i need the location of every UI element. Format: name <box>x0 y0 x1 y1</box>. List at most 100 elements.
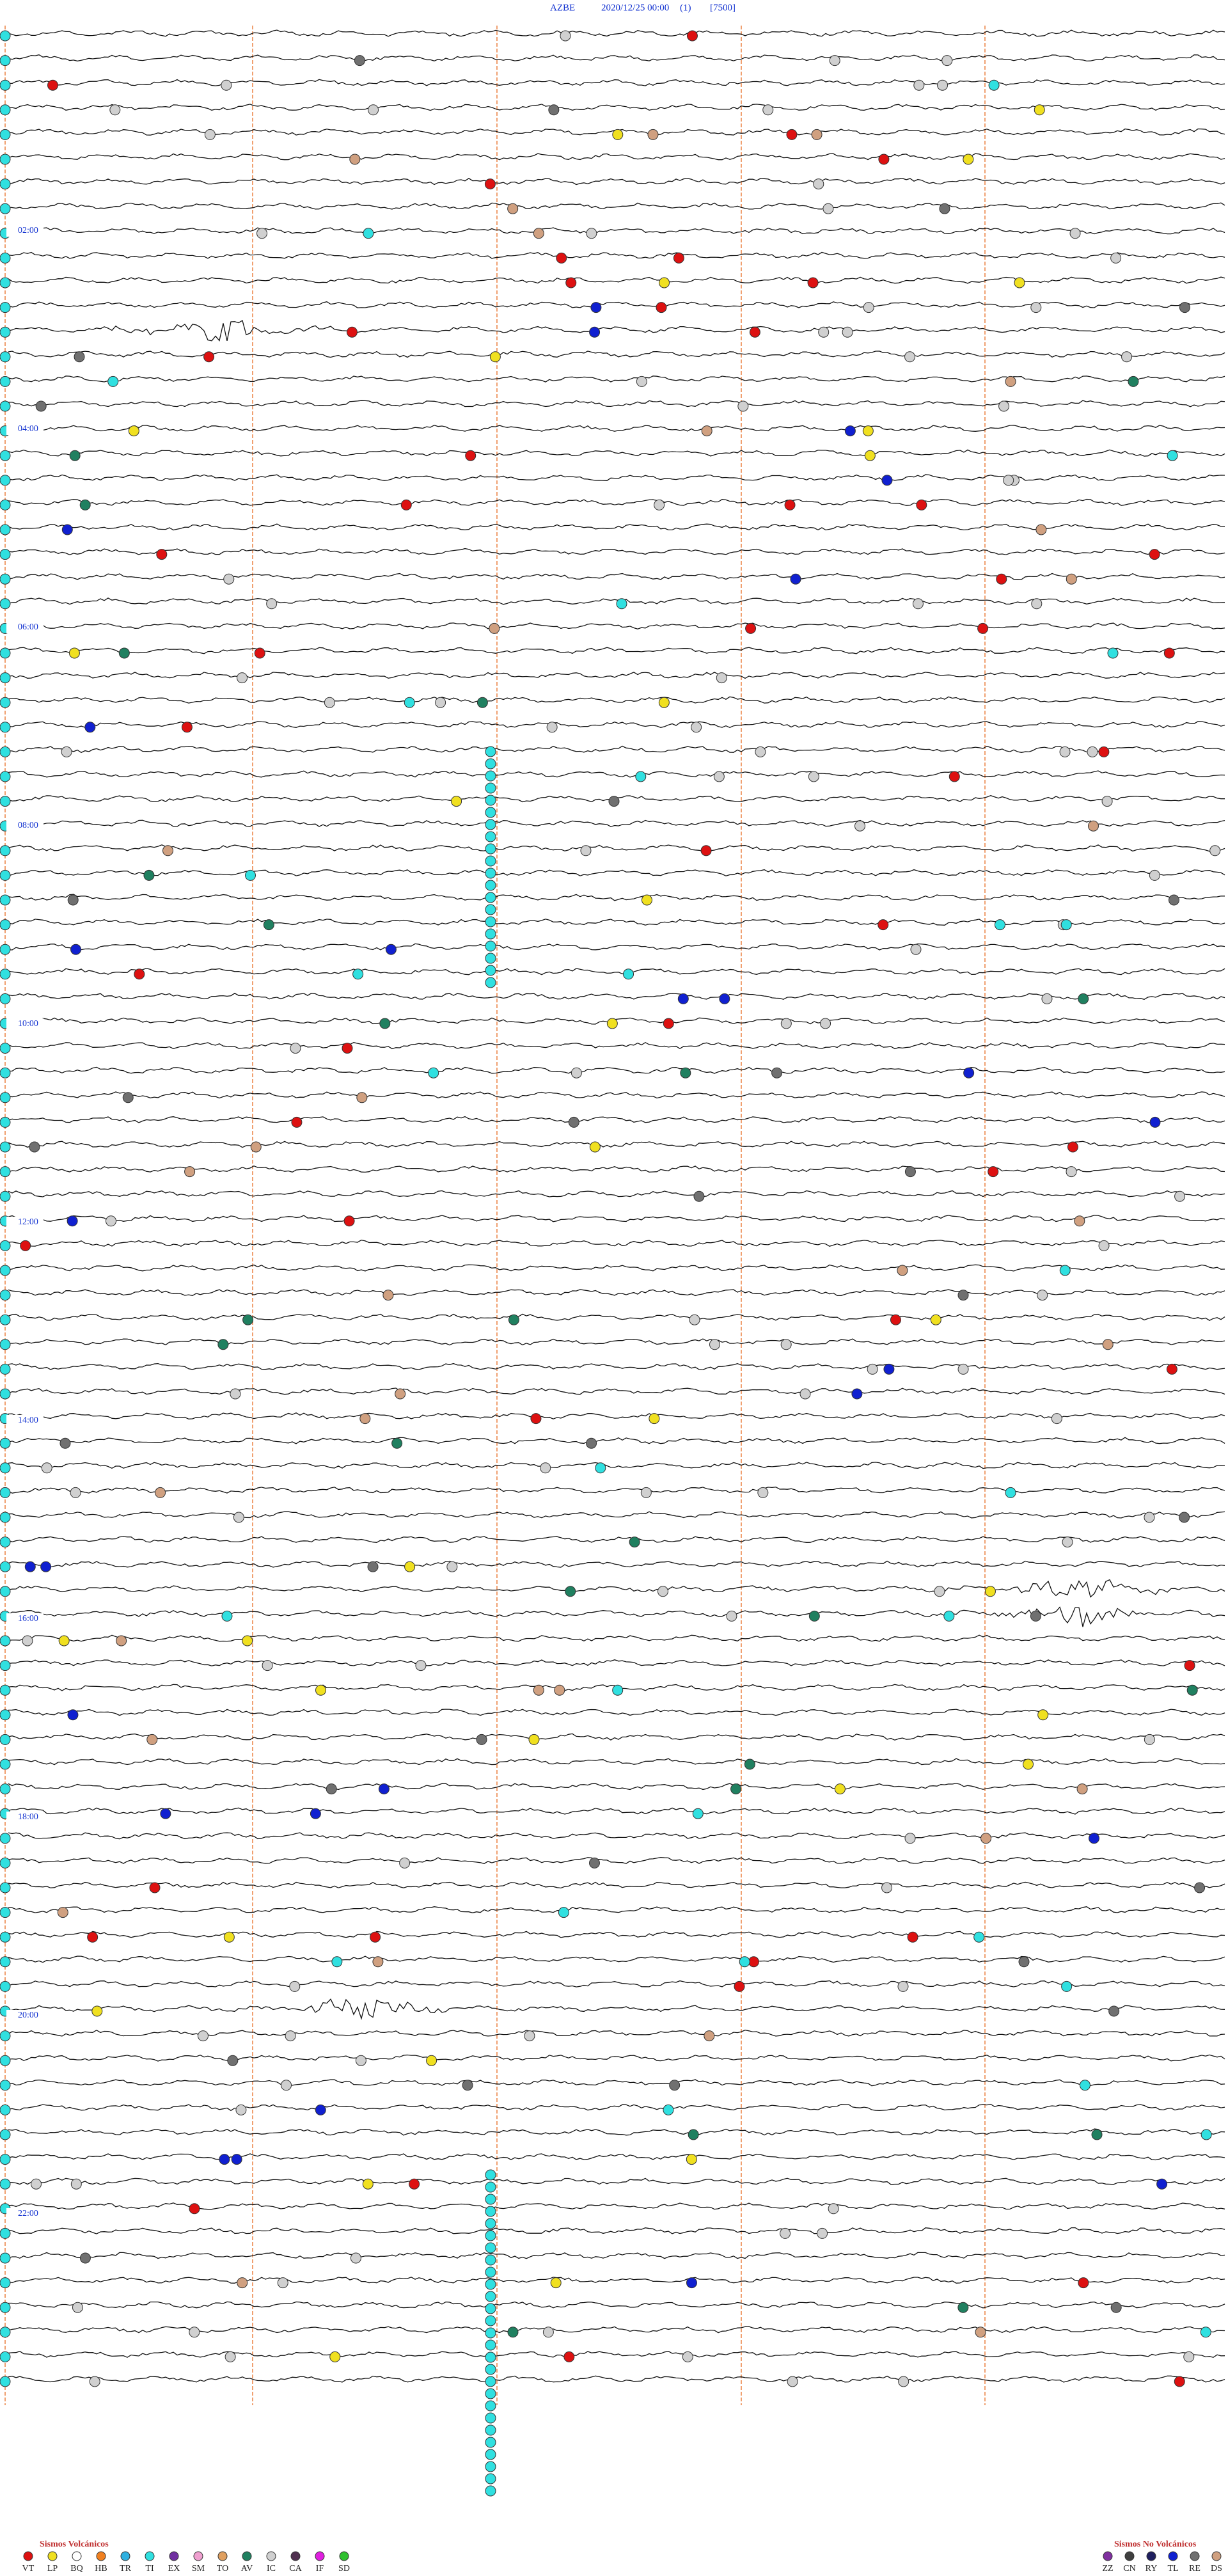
trace <box>8 2029 1225 2037</box>
event-marker <box>844 425 856 437</box>
trace <box>8 745 1225 754</box>
trace <box>8 1412 1225 1419</box>
event-marker <box>657 1586 668 1597</box>
header-part: [7500] <box>710 3 736 13</box>
event-marker <box>0 1190 11 1202</box>
event-marker <box>0 2227 11 2239</box>
event-marker <box>391 1437 403 1449</box>
header-part: AZBE <box>550 3 575 13</box>
event-marker <box>1005 1487 1016 1498</box>
event-marker <box>508 1314 519 1325</box>
time-label-bg <box>6 622 43 633</box>
event-marker <box>352 968 364 980</box>
event-marker <box>949 771 960 782</box>
event-marker <box>1062 1537 1073 1548</box>
event-marker <box>0 1734 11 1745</box>
event-marker <box>485 2388 496 2399</box>
time-label: 08:00 <box>18 821 38 830</box>
event-marker <box>881 475 893 486</box>
time-label-bg <box>6 423 43 435</box>
trace <box>8 1239 1225 1247</box>
event-marker <box>957 2302 969 2313</box>
trace <box>8 1832 1225 1840</box>
event-marker <box>0 400 11 412</box>
event-marker <box>70 1487 81 1498</box>
event-marker <box>680 1067 691 1079</box>
event-marker <box>485 2449 496 2460</box>
event-marker <box>0 252 11 264</box>
event-marker <box>0 104 11 116</box>
trace <box>8 54 1225 62</box>
trace <box>8 1289 1225 1297</box>
trace <box>8 400 1225 407</box>
event-marker <box>1108 2005 1120 2017</box>
event-marker <box>528 1734 540 1745</box>
event-marker <box>128 425 139 437</box>
event-marker <box>362 2178 374 2190</box>
event-marker <box>0 1067 11 1079</box>
trace <box>8 1536 1225 1543</box>
event-marker <box>1098 746 1110 757</box>
trace <box>8 2227 1225 2234</box>
trace <box>8 2079 1225 2087</box>
event-marker <box>0 2129 11 2140</box>
event-marker <box>0 2277 11 2289</box>
event-marker <box>1088 1833 1099 1844</box>
event-marker <box>485 746 496 757</box>
event-marker <box>485 2400 496 2412</box>
trace <box>8 869 1225 876</box>
legend-marker <box>315 2551 325 2561</box>
event-marker <box>663 1018 674 1029</box>
event-marker <box>649 1413 660 1425</box>
event-marker <box>0 55 11 67</box>
event-marker <box>686 2154 697 2165</box>
trace <box>8 1733 1225 1741</box>
event-marker <box>0 1512 11 1523</box>
event-marker <box>937 79 949 91</box>
event-marker <box>1174 1190 1186 1202</box>
event-marker <box>254 647 265 659</box>
trace <box>8 29 1225 37</box>
time-label: 22:00 <box>18 2209 38 2218</box>
event-marker <box>245 869 256 881</box>
trace <box>8 1487 1225 1494</box>
event-marker <box>612 1684 624 1696</box>
event-marker <box>331 1956 343 1968</box>
event-marker <box>485 2315 496 2327</box>
event-marker <box>897 1980 909 1992</box>
event-marker <box>31 2178 42 2190</box>
event-marker <box>904 1166 916 1178</box>
trace <box>8 1141 1225 1148</box>
legend-marker <box>47 2551 58 2561</box>
legend-code: ZZ <box>1102 2564 1113 2573</box>
event-marker <box>326 1783 337 1795</box>
event-marker <box>1102 1339 1114 1350</box>
event-marker <box>716 672 727 684</box>
event-marker <box>608 796 620 807</box>
event-marker <box>285 2030 296 2042</box>
event-marker <box>943 1610 955 1622</box>
event-marker <box>973 1931 985 1943</box>
event-marker <box>189 2203 200 2215</box>
event-marker <box>693 1190 705 1202</box>
event-marker <box>0 573 11 585</box>
event-marker <box>1098 1240 1110 1251</box>
event-marker <box>818 326 830 338</box>
event-marker <box>485 2437 496 2448</box>
trace <box>8 2202 1225 2210</box>
event-marker <box>550 2277 562 2289</box>
legend-code: VT <box>22 2564 35 2573</box>
legend-code: CN <box>1123 2564 1135 2573</box>
trace <box>8 202 1225 210</box>
event-marker <box>485 2364 496 2375</box>
legend-code: IC <box>267 2564 276 2573</box>
event-marker <box>68 647 80 659</box>
event-marker <box>485 2412 496 2424</box>
trace <box>8 1998 1225 2020</box>
legend-code: AV <box>241 2564 253 2573</box>
trace <box>8 1313 1225 1321</box>
event-marker <box>310 1808 321 1819</box>
event-marker <box>118 647 130 659</box>
event-marker <box>426 2055 437 2066</box>
event-marker <box>485 2230 496 2241</box>
